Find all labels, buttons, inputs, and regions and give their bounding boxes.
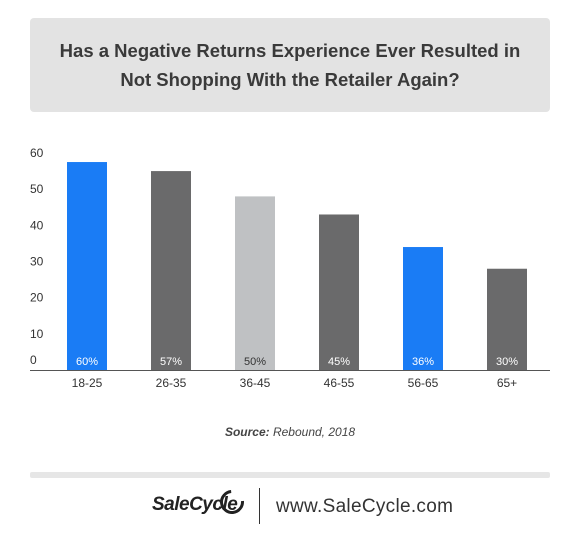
bar-data-label: 60% [76,356,98,368]
bar-46-55 [319,214,359,370]
footer-divider [30,472,550,478]
y-tick-label: 0 [30,353,37,367]
y-tick-label: 40 [30,218,44,232]
x-tick-label: 26-35 [156,376,187,390]
bar-data-label: 30% [496,356,518,368]
footer-separator [259,488,260,524]
y-tick-label: 50 [30,182,44,196]
x-tick-label: 36-45 [240,376,271,390]
bar-36-45 [235,196,275,370]
x-tick-label: 46-55 [324,376,355,390]
x-tick-label: 56-65 [408,376,439,390]
bar-data-label: 45% [328,356,350,368]
bar-56-65 [403,247,443,370]
source-label: Source: [224,425,270,439]
bar-chart: 0 10 20 30 40 50 60 60% 18-25 57% 26-35 50% 36-45 45%… [30,146,550,390]
title-box: Has a Negative Returns Experience Ever R… [30,18,550,112]
chart-title: Has a Negative Returns Experience Ever R… [59,40,521,90]
x-tick-label: 65+ [497,376,517,390]
bar-data-label: 36% [412,356,434,368]
y-tick-label: 30 [30,255,44,269]
source-note: Source: Rebound, 2018 [0,425,580,439]
website-link[interactable]: www.SaleCycle.com [276,496,454,517]
y-tick-label: 20 [30,291,44,305]
brand-logo: SaleCycle [152,494,238,515]
y-tick-label: 60 [30,146,44,160]
source-text: Rebound, 2018 [272,425,356,439]
bar-65+ [487,268,527,370]
bar-18-25 [67,162,107,370]
bar-data-label: 57% [160,356,182,368]
y-tick-label: 10 [30,327,44,341]
bar-26-35 [151,171,191,370]
bar-data-label: 50% [244,356,266,368]
x-tick-label: 18-25 [72,376,103,390]
